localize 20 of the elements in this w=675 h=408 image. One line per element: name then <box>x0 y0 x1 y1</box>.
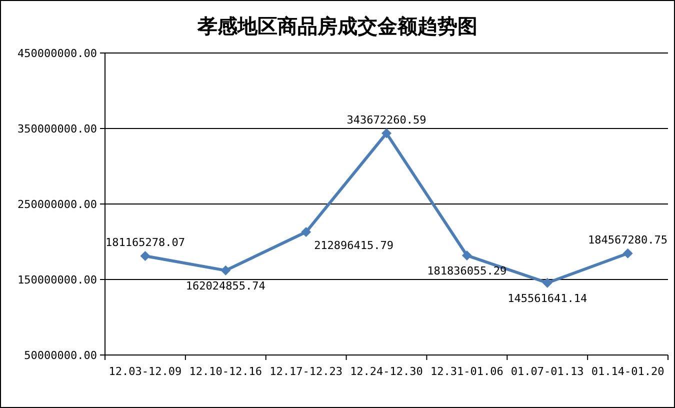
xtick: 12.31-01.06 <box>430 365 504 378</box>
xtick: 12.03-12.09 <box>108 365 182 378</box>
ytick: 150000000.00 <box>18 274 97 286</box>
ytick: 50000000.00 <box>24 349 97 362</box>
xtick: 12.24-12.30 <box>350 365 423 378</box>
data-label: 181165278.07 <box>105 236 185 249</box>
data-label: 162024855.74 <box>186 279 266 292</box>
xtick: 01.14-01.20 <box>591 365 664 378</box>
data-label: 145561641.14 <box>508 292 588 305</box>
data-label: 184567280.75 <box>588 233 668 246</box>
ytick: 450000000.00 <box>18 47 97 60</box>
xtick: 12.17-12.23 <box>270 365 342 378</box>
xtick: 01.07-01.13 <box>510 365 584 378</box>
ytick: 250000000.00 <box>18 198 97 211</box>
ytick: 350000000.00 <box>18 122 97 136</box>
xtick: 12.10-12.16 <box>189 365 262 378</box>
data-label: 181836055.29 <box>427 264 507 278</box>
data-label: 343672260.59 <box>346 113 426 126</box>
title: 孝感地区商品房成交金额趋势图 <box>198 16 478 38</box>
data-label: 212896415.79 <box>314 239 394 252</box>
